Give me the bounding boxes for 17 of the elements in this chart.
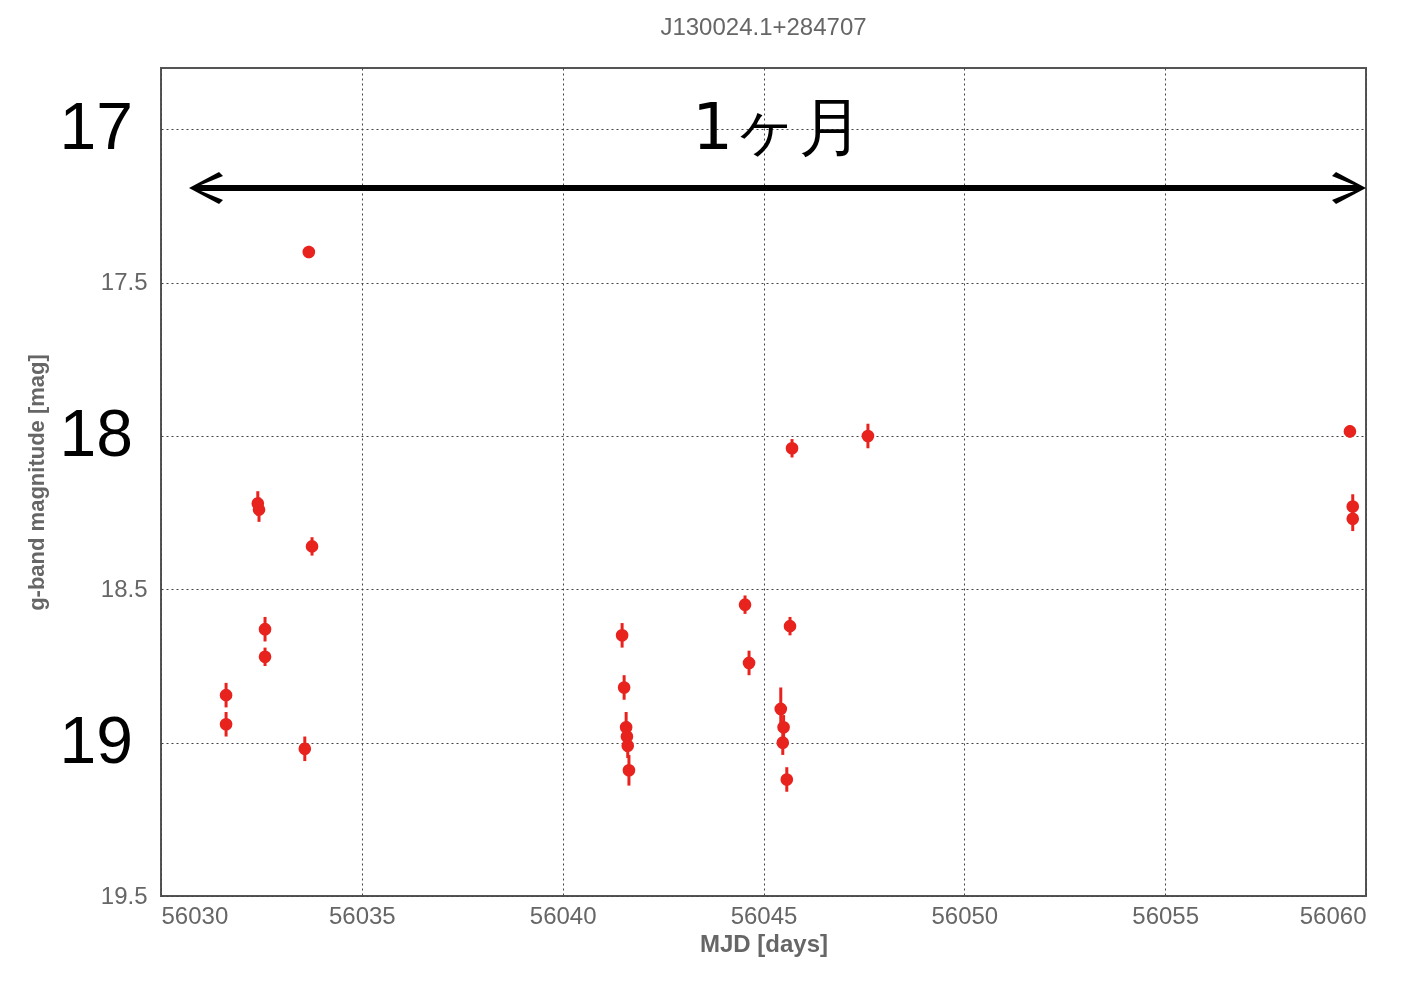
x-tick-label: 56055 [1132,901,1200,929]
x-tick-label: 56035 [328,901,396,929]
annotation: 1ヶ月 [692,89,863,166]
x-tick-label: 56040 [529,901,597,929]
x-tick-label: 56030 [161,901,229,929]
y-axis-title: g-band magnitude [mag] [23,354,49,611]
y-tick-label: 19.5 [100,881,148,909]
text: 19 [59,702,133,777]
text: 18 [59,396,133,470]
text: 17 [59,89,133,164]
x-axis-title: MJD [days] [699,929,829,957]
x-tick-label: 56045 [730,901,798,929]
x-tick-label: 56060 [1299,901,1367,929]
chart-title: J130024.1+284707 [660,13,867,40]
x-tick-label: 56050 [931,901,999,929]
y-tick-label: 18.5 [100,574,148,602]
y-tick-label: 17.5 [100,268,148,296]
